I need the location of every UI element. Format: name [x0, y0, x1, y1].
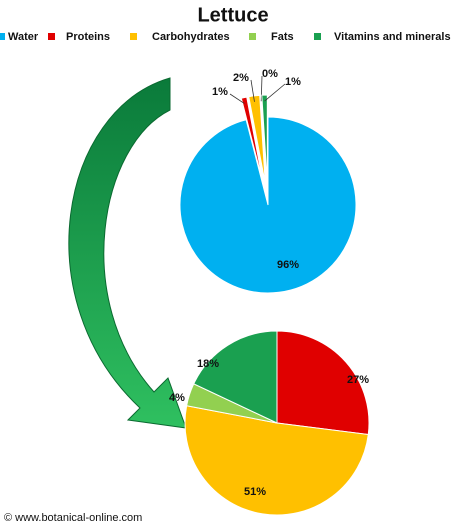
data-label: 27%	[347, 374, 369, 386]
leader-line	[229, 93, 245, 104]
pie-slice	[179, 116, 357, 294]
leader-line	[250, 79, 255, 102]
legend-marker	[48, 33, 55, 40]
data-label: 96%	[277, 259, 299, 271]
credit: © www.botanical-online.com	[4, 512, 142, 524]
pie-slice	[248, 94, 266, 184]
legend-label: Water	[8, 31, 39, 43]
pie-slice	[276, 330, 370, 436]
data-label: 4%	[169, 392, 185, 404]
legend-marker	[314, 33, 321, 40]
pie-slice	[193, 330, 278, 424]
data-label: 18%	[197, 358, 219, 370]
data-label: 1%	[285, 76, 301, 88]
legend-marker	[0, 33, 5, 40]
leader-line	[264, 83, 286, 102]
data-label: 0%	[262, 68, 278, 80]
leader-line	[260, 75, 263, 102]
legend-marker	[249, 33, 256, 40]
legend-marker	[130, 33, 137, 40]
legend-label: Vitamins and minerals	[334, 31, 451, 43]
legend-label: Proteins	[66, 31, 110, 43]
connector-arrow	[68, 77, 187, 429]
pie-slice	[261, 94, 268, 184]
legend-label: Fats	[271, 31, 294, 43]
data-label: 1%	[212, 86, 228, 98]
chart-title: Lettuce	[197, 4, 268, 26]
data-label: 51%	[244, 486, 266, 498]
data-label: 2%	[233, 72, 249, 84]
pie-slice	[240, 96, 264, 184]
legend-label: Carbohydrates	[152, 31, 230, 43]
pie-slice	[184, 405, 369, 516]
